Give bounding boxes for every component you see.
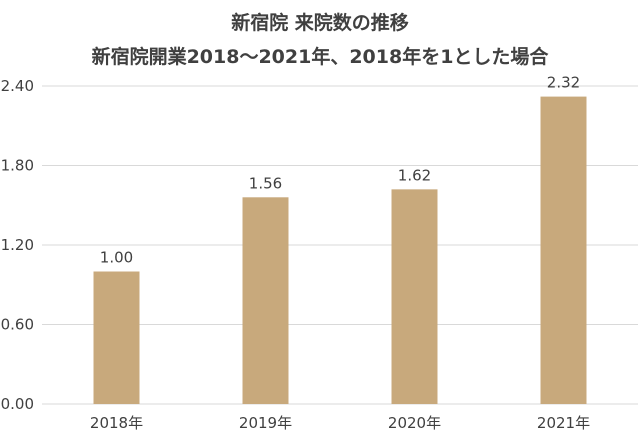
chart-title: 新宿院 来院数の推移 [231,12,409,34]
data-label: 1.56 [249,174,282,192]
y-tick-label: 1.20 [1,236,34,254]
x-tick-label: 2019年 [239,414,292,432]
x-tick-label: 2021年 [537,414,590,432]
data-label: 2.32 [547,74,580,92]
data-label: 1.62 [398,166,431,184]
bar [93,271,140,404]
data-label: 1.00 [100,249,133,267]
bar [391,189,438,404]
bar [540,96,587,404]
y-tick-label: 0.00 [1,395,34,413]
y-tick-label: 1.80 [1,157,34,175]
bar [242,197,289,404]
y-tick-label: 2.40 [1,77,34,95]
chart-subtitle: 新宿院開業2018〜2021年、2018年を1とした場合 [91,46,549,68]
x-tick-label: 2020年 [388,414,441,432]
y-tick-label: 0.60 [1,316,34,334]
x-tick-label: 2018年 [90,414,143,432]
